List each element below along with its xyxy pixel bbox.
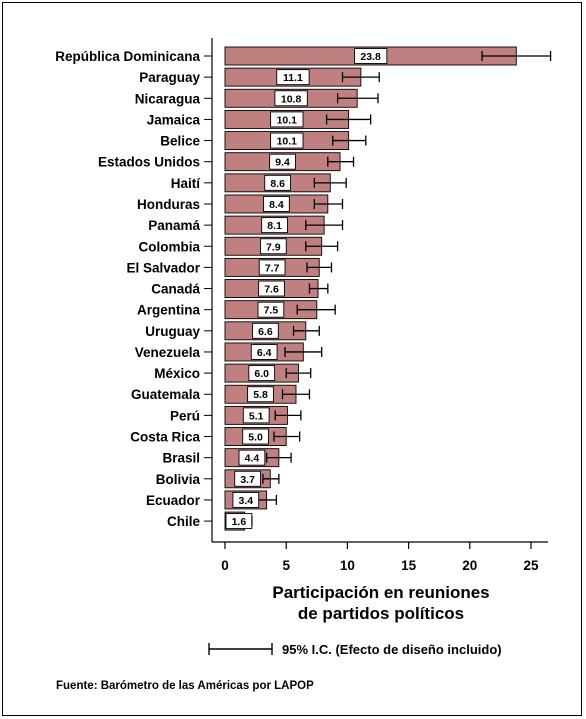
value-label-5: 9.4 bbox=[275, 157, 290, 169]
value-label-17: 5.1 bbox=[249, 410, 264, 422]
value-label-box-5 bbox=[269, 153, 296, 170]
category-label-15: México bbox=[154, 366, 200, 381]
category-label-6: Haití bbox=[171, 176, 202, 191]
x-tick-label-0: 0 bbox=[221, 558, 229, 573]
value-label-19: 4.4 bbox=[245, 453, 260, 465]
value-label-box-22 bbox=[225, 513, 253, 530]
category-label-20: Bolivia bbox=[156, 472, 201, 487]
category-label-0: República Dominicana bbox=[55, 49, 200, 64]
value-label-1: 11.1 bbox=[283, 72, 303, 84]
category-label-21: Ecuador bbox=[146, 493, 201, 508]
category-label-5: Estados Unidos bbox=[98, 155, 200, 170]
value-label-21: 3.4 bbox=[239, 495, 254, 507]
category-label-14: Venezuela bbox=[135, 345, 201, 360]
category-label-4: Belice bbox=[160, 134, 200, 149]
value-label-13: 6.6 bbox=[258, 326, 273, 338]
value-label-box-7 bbox=[263, 196, 290, 212]
value-label-10: 7.7 bbox=[265, 262, 280, 274]
x-tick-label-2: 10 bbox=[340, 558, 355, 573]
value-label-4: 10.1 bbox=[277, 136, 298, 148]
category-label-3: Jamaica bbox=[147, 112, 201, 127]
value-label-box-10 bbox=[258, 259, 286, 276]
legend: 95% I.C. (Efecto de diseño incluido) bbox=[208, 642, 502, 657]
value-label-box-21 bbox=[232, 491, 260, 508]
value-label-box-17 bbox=[242, 407, 270, 424]
value-label-22: 1.6 bbox=[232, 516, 247, 528]
value-label-box-15 bbox=[248, 365, 276, 382]
value-label-12: 7.5 bbox=[264, 305, 279, 317]
value-label-15: 6.0 bbox=[254, 368, 269, 380]
value-label-box-1 bbox=[276, 69, 310, 86]
category-label-19: Brasil bbox=[162, 451, 200, 466]
x-tick-label-4: 20 bbox=[462, 558, 477, 573]
value-label-box-8 bbox=[261, 217, 288, 234]
value-label-box-6 bbox=[264, 174, 291, 191]
category-labels-layer: República Dominicana Paraguay Nicaragua Jam… bbox=[55, 49, 212, 529]
value-label-box-0 bbox=[354, 48, 388, 64]
value-label-box-19 bbox=[238, 449, 266, 466]
value-label-7: 8.4 bbox=[269, 199, 284, 211]
value-label-20: 3.7 bbox=[240, 474, 255, 486]
source-note: Fuente: Barómetro de las Américas por LA… bbox=[56, 680, 314, 692]
x-axis-title-line1: Participación en reuniones bbox=[272, 583, 489, 602]
category-label-16: Guatemala bbox=[131, 387, 201, 402]
value-label-box-12 bbox=[257, 301, 285, 318]
x-tick-label-5: 25 bbox=[523, 558, 539, 573]
value-label-18: 5.0 bbox=[248, 432, 263, 444]
x-tick-label-3: 15 bbox=[401, 558, 417, 573]
value-label-box-3 bbox=[270, 111, 304, 128]
value-label-box-4 bbox=[270, 132, 304, 149]
value-label-9: 7.9 bbox=[266, 241, 281, 253]
category-label-18: Costa Rica bbox=[130, 430, 200, 445]
value-label-box-18 bbox=[242, 428, 269, 445]
value-label-16: 5.8 bbox=[253, 389, 268, 401]
category-label-2: Nicaragua bbox=[135, 91, 201, 106]
x-axis-title-line2: de partidos políticos bbox=[298, 604, 464, 623]
category-label-8: Panamá bbox=[148, 218, 200, 233]
category-label-11: Canadá bbox=[151, 282, 200, 297]
x-ticks-layer: 0 5 10 15 20 25 bbox=[221, 542, 539, 573]
value-label-box-16 bbox=[247, 386, 274, 403]
value-label-14: 6.4 bbox=[257, 347, 272, 359]
value-label-11: 7.6 bbox=[264, 284, 279, 296]
x-tick-label-1: 5 bbox=[282, 558, 290, 573]
value-label-box-13 bbox=[252, 322, 279, 339]
category-label-9: Colombia bbox=[138, 239, 200, 254]
value-label-box-14 bbox=[250, 344, 278, 360]
category-label-13: Uruguay bbox=[145, 324, 200, 339]
category-label-17: Perú bbox=[170, 408, 200, 423]
value-label-2: 10.8 bbox=[281, 93, 302, 105]
category-label-10: El Salvador bbox=[126, 260, 200, 275]
legend-label: 95% I.C. (Efecto de diseño incluido) bbox=[282, 642, 502, 657]
value-label-box-2 bbox=[274, 90, 308, 107]
value-label-6: 8.6 bbox=[270, 178, 285, 190]
value-label-3: 10.1 bbox=[277, 114, 298, 126]
value-label-0: 23.8 bbox=[360, 51, 381, 63]
category-label-22: Chile bbox=[167, 514, 200, 529]
category-label-12: Argentina bbox=[137, 303, 200, 318]
value-label-box-9 bbox=[259, 238, 287, 255]
value-label-8: 8.1 bbox=[267, 220, 282, 232]
value-label-box-11 bbox=[258, 280, 285, 297]
category-label-7: Honduras bbox=[137, 197, 200, 212]
value-labels-layer: 23.8 11.1 10.8 10.1 10.1 9.4 8.6 8.4 8.1 7.9 7.7 7.… bbox=[225, 48, 388, 530]
value-label-box-20 bbox=[234, 470, 261, 487]
category-label-1: Paraguay bbox=[139, 70, 200, 85]
